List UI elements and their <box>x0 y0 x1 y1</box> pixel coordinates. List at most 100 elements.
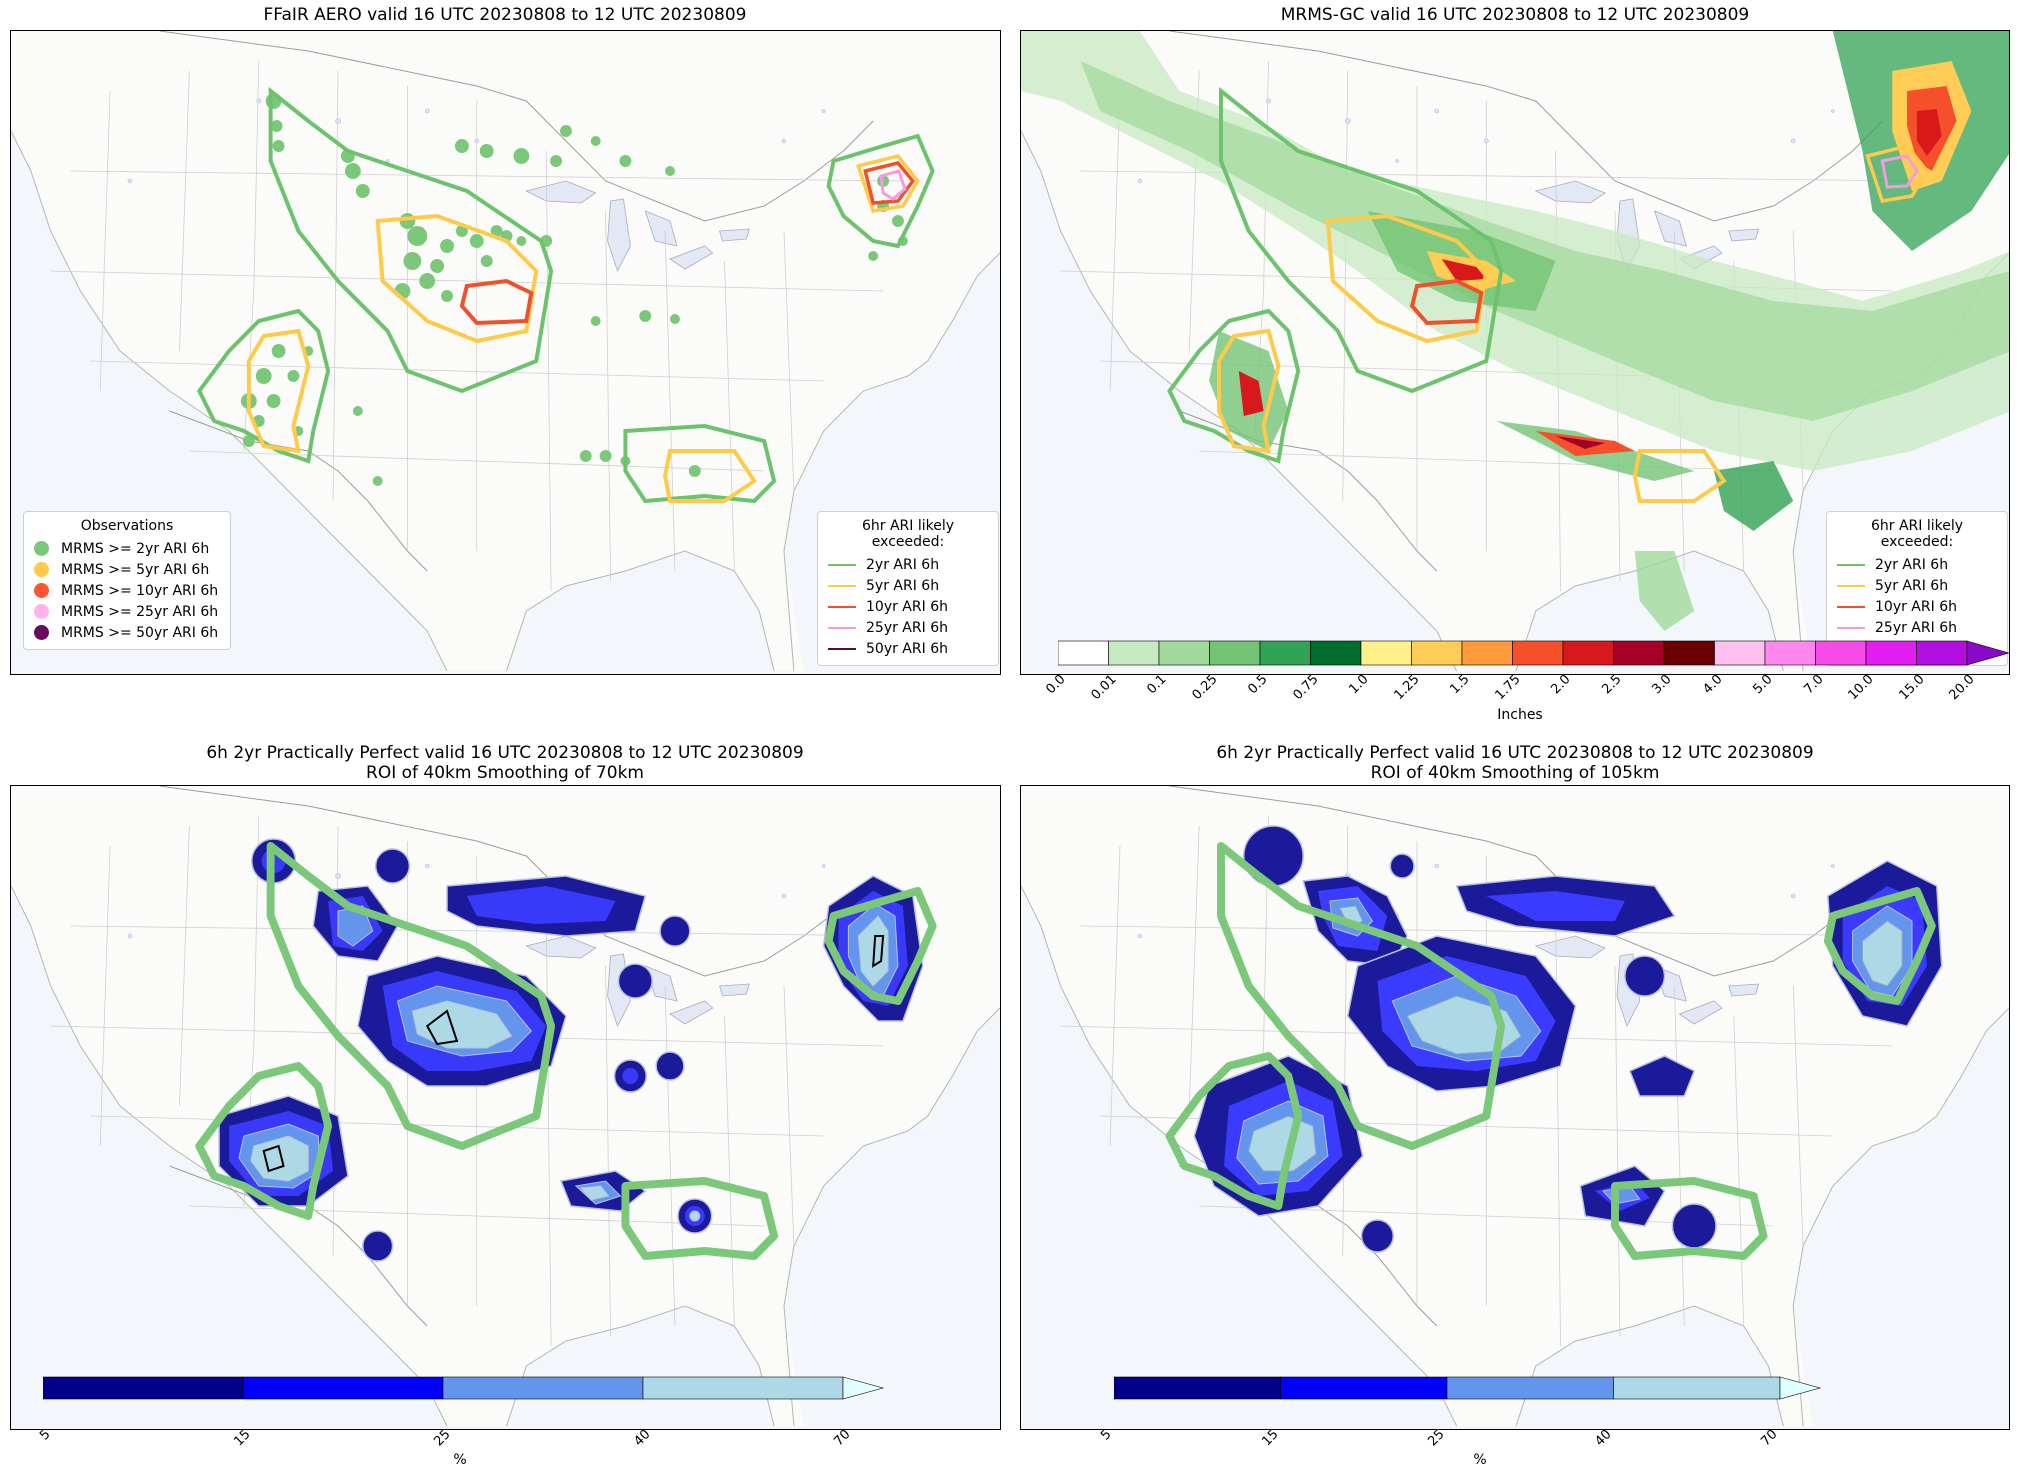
legend-line-icon <box>828 647 856 650</box>
panel-title: 6h 2yr Practically Perfect valid 16 UTC … <box>1216 743 1814 763</box>
map-frame <box>1020 785 2010 1430</box>
contour-2yr-sw <box>196 308 331 464</box>
legend-entry: 25yr ARI 6h <box>828 617 988 638</box>
colorbar-tick-label: 25 <box>431 1427 454 1450</box>
legend-line-icon <box>1837 605 1865 608</box>
colorbar-cell <box>1108 640 1160 666</box>
colorbar-tick-label: 0.0 <box>1043 672 1069 698</box>
contour-2yr-ne <box>826 133 935 249</box>
legend-marker-icon <box>34 625 49 640</box>
colorbar-tick-label: 7.0 <box>1800 672 1827 698</box>
legend-marker-icon <box>34 541 49 556</box>
legend-entry: 2yr ARI 6h <box>1837 554 1997 575</box>
probability-colorbar-label: % <box>1473 1452 1487 1468</box>
colorbar-tick-label: 15.0 <box>1896 672 1928 704</box>
colorbar-cell <box>1310 640 1362 666</box>
colorbar-tick-label: 1.75 <box>1492 672 1524 704</box>
colorbar-cell <box>1446 1376 1614 1400</box>
legend-marker-icon <box>34 604 49 619</box>
colorbar-cell <box>1114 1376 1281 1400</box>
pp-outlook-contours <box>195 842 937 1260</box>
legend-entry: 50yr ARI 6h <box>828 638 988 659</box>
colorbar-tick-label: 40 <box>631 1427 654 1450</box>
colorbar-tick-label: 2.5 <box>1598 672 1625 698</box>
colorbar-cell <box>1613 640 1665 666</box>
legend-entry: MRMS >= 25yr ARI 6h <box>34 601 220 622</box>
colorbar-tick-label: 20.0 <box>1946 672 1978 704</box>
colorbar-cell <box>1411 640 1463 666</box>
colorbar-cell <box>1209 640 1261 666</box>
legend-entry: 5yr ARI 6h <box>1837 575 1997 596</box>
contour-10yr-ne <box>863 161 916 205</box>
colorbar-tick-label: 5.0 <box>1750 672 1776 698</box>
colorbar-tick-label: 2.0 <box>1548 672 1574 698</box>
contour-2yr <box>268 86 554 394</box>
legend-marker-icon <box>34 583 49 598</box>
map-canvas <box>1021 31 2009 672</box>
contour-5yr-se <box>663 449 757 503</box>
colorbar-extend-arrow <box>1966 640 2011 666</box>
legend-line-icon <box>828 605 856 608</box>
legend-entry: 10yr ARI 6h <box>1837 596 1997 617</box>
contour-5yr-ne <box>856 154 920 213</box>
colorbar-tick-label: 1.25 <box>1391 672 1423 704</box>
probability-colorbar <box>1114 1376 1822 1400</box>
observation-points <box>240 93 908 486</box>
panel-title: MRMS-GC valid 16 UTC 20230808 to 12 UTC … <box>1280 5 1750 25</box>
legend-entry: MRMS >= 50yr ARI 6h <box>34 622 220 643</box>
colorbar-tick-label: 0.25 <box>1189 672 1221 704</box>
legend-line-icon <box>828 563 856 566</box>
colorbar-cell <box>1259 640 1311 666</box>
colorbar-cell <box>1058 640 1109 666</box>
ari-legend-title: 6hr ARI likely exceeded: <box>861 518 955 550</box>
colorbar-tick-label: 40 <box>1591 1427 1615 1450</box>
colorbar-cell <box>1512 640 1564 666</box>
colorbar-cell <box>1461 640 1513 666</box>
legend-label: 25yr ARI 6h <box>866 619 948 636</box>
map-canvas <box>1021 786 2009 1427</box>
legend-label: 5yr ARI 6h <box>1875 577 1949 594</box>
colorbar-tick-label: 15 <box>1258 1427 1282 1450</box>
colorbar-tick-label: 0.75 <box>1290 672 1322 704</box>
colorbar-cell <box>1815 640 1867 666</box>
colorbar-cell <box>1562 640 1614 666</box>
colorbar-cell <box>1613 1376 1781 1400</box>
contour-25yr-ne <box>879 169 907 201</box>
contour-10yr <box>459 278 534 326</box>
legend-label: 25yr ARI 6h <box>1875 619 1957 636</box>
contour-5yr-sw <box>246 328 311 454</box>
contour-2yr-se <box>623 423 777 504</box>
legend-label: MRMS >= 25yr ARI 6h <box>61 603 219 620</box>
map-frame: 6hr ARI likely exceeded: 2yr ARI 6h 5yr A… <box>1020 30 2010 675</box>
colorbar-tick-label: 1.5 <box>1447 672 1473 698</box>
legend-label: MRMS >= 50yr ARI 6h <box>61 624 219 641</box>
colorbar-cell <box>1360 640 1412 666</box>
colorbar-tick-label: 0.1 <box>1144 672 1170 698</box>
colorbar-cell <box>442 1376 644 1400</box>
panel-subtitle: ROI of 40km Smoothing of 70km <box>366 763 644 783</box>
observations-legend-rows: MRMS >= 2yr ARI 6h MRMS >= 5yr ARI 6h MRMS… <box>34 538 220 643</box>
legend-entry: MRMS >= 10yr ARI 6h <box>34 580 220 601</box>
probability-field <box>1193 825 1943 1253</box>
legend-line-icon <box>1837 563 1865 566</box>
colorbar-tick-label: 0.01 <box>1088 672 1120 704</box>
pp-outlook-contours <box>1165 842 1936 1260</box>
legend-label: MRMS >= 10yr ARI 6h <box>61 582 219 599</box>
colorbar-cell <box>1280 1376 1448 1400</box>
panel-subtitle: ROI of 40km Smoothing of 105km <box>1370 763 1660 783</box>
colorbar-cell <box>642 1376 844 1400</box>
legend-entry: 25yr ARI 6h <box>1837 617 1997 638</box>
colorbar-tick-label: 0.5 <box>1245 672 1271 698</box>
colorbar-tick-label: 3.0 <box>1649 672 1675 698</box>
legend-label: 2yr ARI 6h <box>1875 556 1949 573</box>
colorbar-cell <box>242 1376 444 1400</box>
ari-legend-title: 6hr ARI likely exceeded: <box>1870 518 1964 550</box>
legend-label: 10yr ARI 6h <box>1875 598 1957 615</box>
colorbar-tick-label: 70 <box>1758 1427 1781 1450</box>
colorbar-tick-label: 5 <box>1098 1427 1115 1444</box>
legend-line-icon <box>828 626 856 629</box>
colorbar-tick-label: 1.0 <box>1346 672 1372 698</box>
legend-line-icon <box>1837 584 1865 587</box>
legend-entry: MRMS >= 5yr ARI 6h <box>34 559 220 580</box>
map-canvas <box>11 31 1000 672</box>
